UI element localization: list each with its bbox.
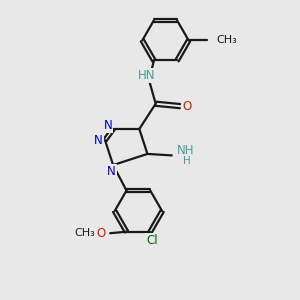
Text: N: N (94, 134, 103, 147)
Text: CH₃: CH₃ (216, 35, 237, 45)
Text: O: O (96, 227, 106, 240)
Text: N: N (107, 165, 116, 178)
Text: NH: NH (177, 144, 195, 158)
Text: O: O (182, 100, 191, 112)
Text: HN: HN (138, 69, 155, 82)
Text: Cl: Cl (146, 233, 158, 247)
Text: H: H (183, 156, 191, 166)
Text: N: N (103, 119, 112, 132)
Text: CH₃: CH₃ (74, 228, 95, 238)
